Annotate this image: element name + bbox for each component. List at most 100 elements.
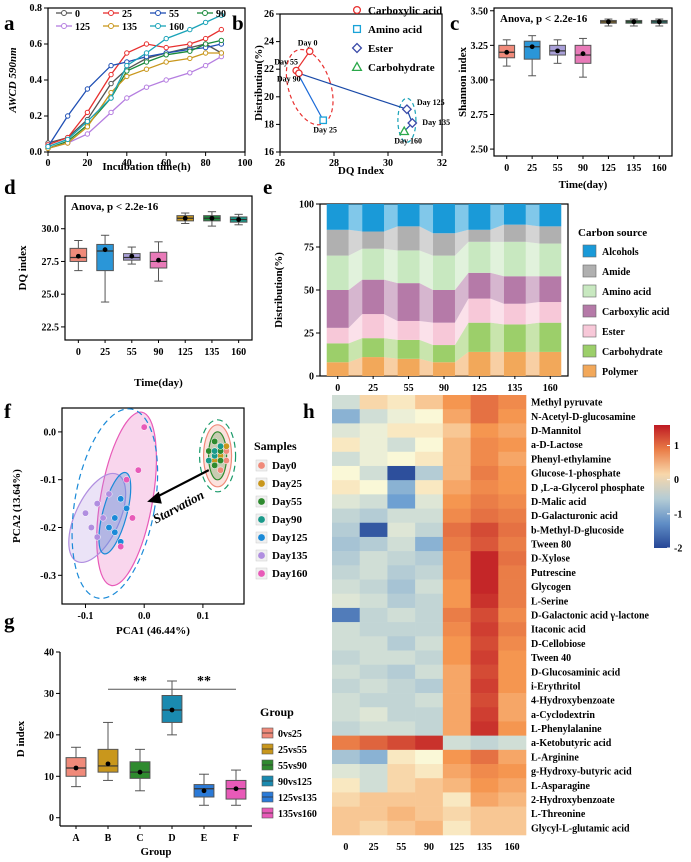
heatmap-cell: [470, 451, 499, 467]
x-tick-label: 32: [437, 158, 447, 169]
heatmap-cell: [470, 423, 499, 438]
heatmap-row-label: L-Threonine: [531, 809, 586, 820]
heatmap-cell: [442, 735, 471, 751]
point-label: Day 0: [298, 38, 318, 47]
bar-segment-Amino acid: [326, 255, 349, 290]
legend-marker: [352, 24, 362, 34]
heatmap-cell: [332, 650, 361, 665]
legend-marker: [61, 23, 67, 29]
heatmap-cell: [415, 437, 444, 453]
heatmap-cell: [387, 764, 416, 779]
heatmap-cell: [332, 764, 361, 779]
x-tick-label: 160: [543, 383, 558, 394]
heatmap-cell: [498, 451, 527, 467]
x-tick-label: E: [201, 833, 208, 844]
sample-point-Day90: [211, 447, 219, 455]
heatmap-cell: [498, 423, 527, 438]
flow-band: [454, 241, 469, 290]
mean-point: [137, 769, 143, 775]
bar-segment-Polymer: [468, 351, 491, 376]
heatmap-cell: [332, 607, 361, 623]
heatmap-row-label: D-Mannitol: [531, 426, 581, 437]
legend-label: Day125: [272, 532, 308, 544]
heatmap-cell: [332, 437, 361, 453]
flow-band: [525, 302, 540, 325]
heatmap-row-label: L-Phenylalanine: [531, 724, 602, 735]
y-axis-label: PCA2 (13.64%): [11, 469, 23, 543]
sample-point-Day90: [205, 457, 213, 465]
heatmap-cell: [442, 551, 471, 566]
data-point: [108, 109, 114, 116]
flow-band: [454, 229, 469, 256]
heatmap-cell: [498, 664, 527, 680]
panel-letter-g: g: [4, 609, 15, 633]
heatmap-cell: [498, 764, 527, 779]
data-point: [143, 59, 150, 65]
heatmap-cell: [415, 735, 444, 751]
heatmap-cell: [442, 792, 471, 807]
heatmap-cell: [359, 622, 388, 637]
heatmap-cell: [359, 735, 388, 751]
heatmap-cell: [387, 480, 416, 495]
heatmap-cell: [470, 551, 499, 566]
heatmap-col-label: 90: [424, 842, 434, 853]
flow-band: [525, 241, 540, 277]
heatmap-cell: [359, 806, 388, 822]
heatmap-row-label: D-Cellobiose: [531, 639, 586, 650]
legend-label: 55vs90: [278, 761, 307, 772]
bar-segment-Carboxylic acid: [539, 276, 562, 303]
data-point: [124, 50, 130, 56]
y-tick-label: 30: [44, 689, 54, 700]
y-tick-label: 0.0: [30, 147, 43, 158]
legend-label: 135vs160: [278, 809, 317, 820]
y-tick-label: 0.6: [30, 39, 43, 50]
mean-point: [233, 786, 239, 792]
legend-label: Ester: [602, 327, 625, 338]
heatmap-cell: [359, 565, 388, 580]
colorbar: [654, 425, 670, 548]
data-point: [202, 50, 209, 56]
data-point: [202, 62, 209, 69]
legend-label: Amino acid: [368, 24, 422, 36]
heatmap-cell: [387, 508, 416, 524]
bar-segment-Ester: [503, 303, 526, 325]
heatmap-cell: [470, 494, 499, 509]
bar-segment-Polymer: [326, 362, 349, 376]
heatmap-cell: [359, 579, 388, 595]
x-tick-label: 125: [472, 383, 487, 394]
heatmap-row-label: Itaconic acid: [531, 625, 586, 636]
heatmap-cell: [498, 749, 527, 765]
series-line-135: [47, 52, 222, 150]
sample-point-Day160: [140, 423, 148, 431]
heatmap-cell: [470, 579, 499, 595]
heatmap-cell: [470, 820, 499, 836]
starvation-arrowhead: [147, 491, 162, 504]
heatmap-col-label: 25: [369, 842, 379, 853]
x-tick-label: 25: [100, 347, 110, 358]
y-tick-label: 18: [264, 119, 274, 130]
heatmap-cell: [415, 607, 444, 623]
heatmap-cell: [442, 579, 471, 595]
data-point: [218, 37, 225, 44]
mean-point: [105, 761, 111, 767]
legend-marker: [155, 23, 161, 29]
bar-segment-Ester: [397, 320, 420, 340]
panel-letter-a: a: [4, 11, 15, 35]
heatmap-cell: [415, 622, 444, 637]
bar-segment-Alcohols: [433, 204, 455, 234]
heatmap-cell: [498, 536, 527, 552]
y-tick-label: 22.5: [42, 322, 60, 333]
legend-swatch: [582, 344, 597, 358]
x-tick-label: 90: [439, 383, 449, 394]
heatmap-cell: [442, 778, 471, 793]
data-point: [319, 116, 328, 125]
heatmap-cell: [359, 395, 388, 410]
bar-segment-Amide: [326, 229, 349, 256]
heatmap-cell: [498, 465, 527, 481]
bar-segment-Ester: [362, 314, 385, 339]
point-label: Day 25: [313, 125, 337, 134]
heatmap-cell: [415, 593, 444, 609]
y-tick-label: 75: [304, 243, 314, 254]
heatmap-cell: [387, 536, 416, 552]
legend-marker: [202, 10, 208, 16]
